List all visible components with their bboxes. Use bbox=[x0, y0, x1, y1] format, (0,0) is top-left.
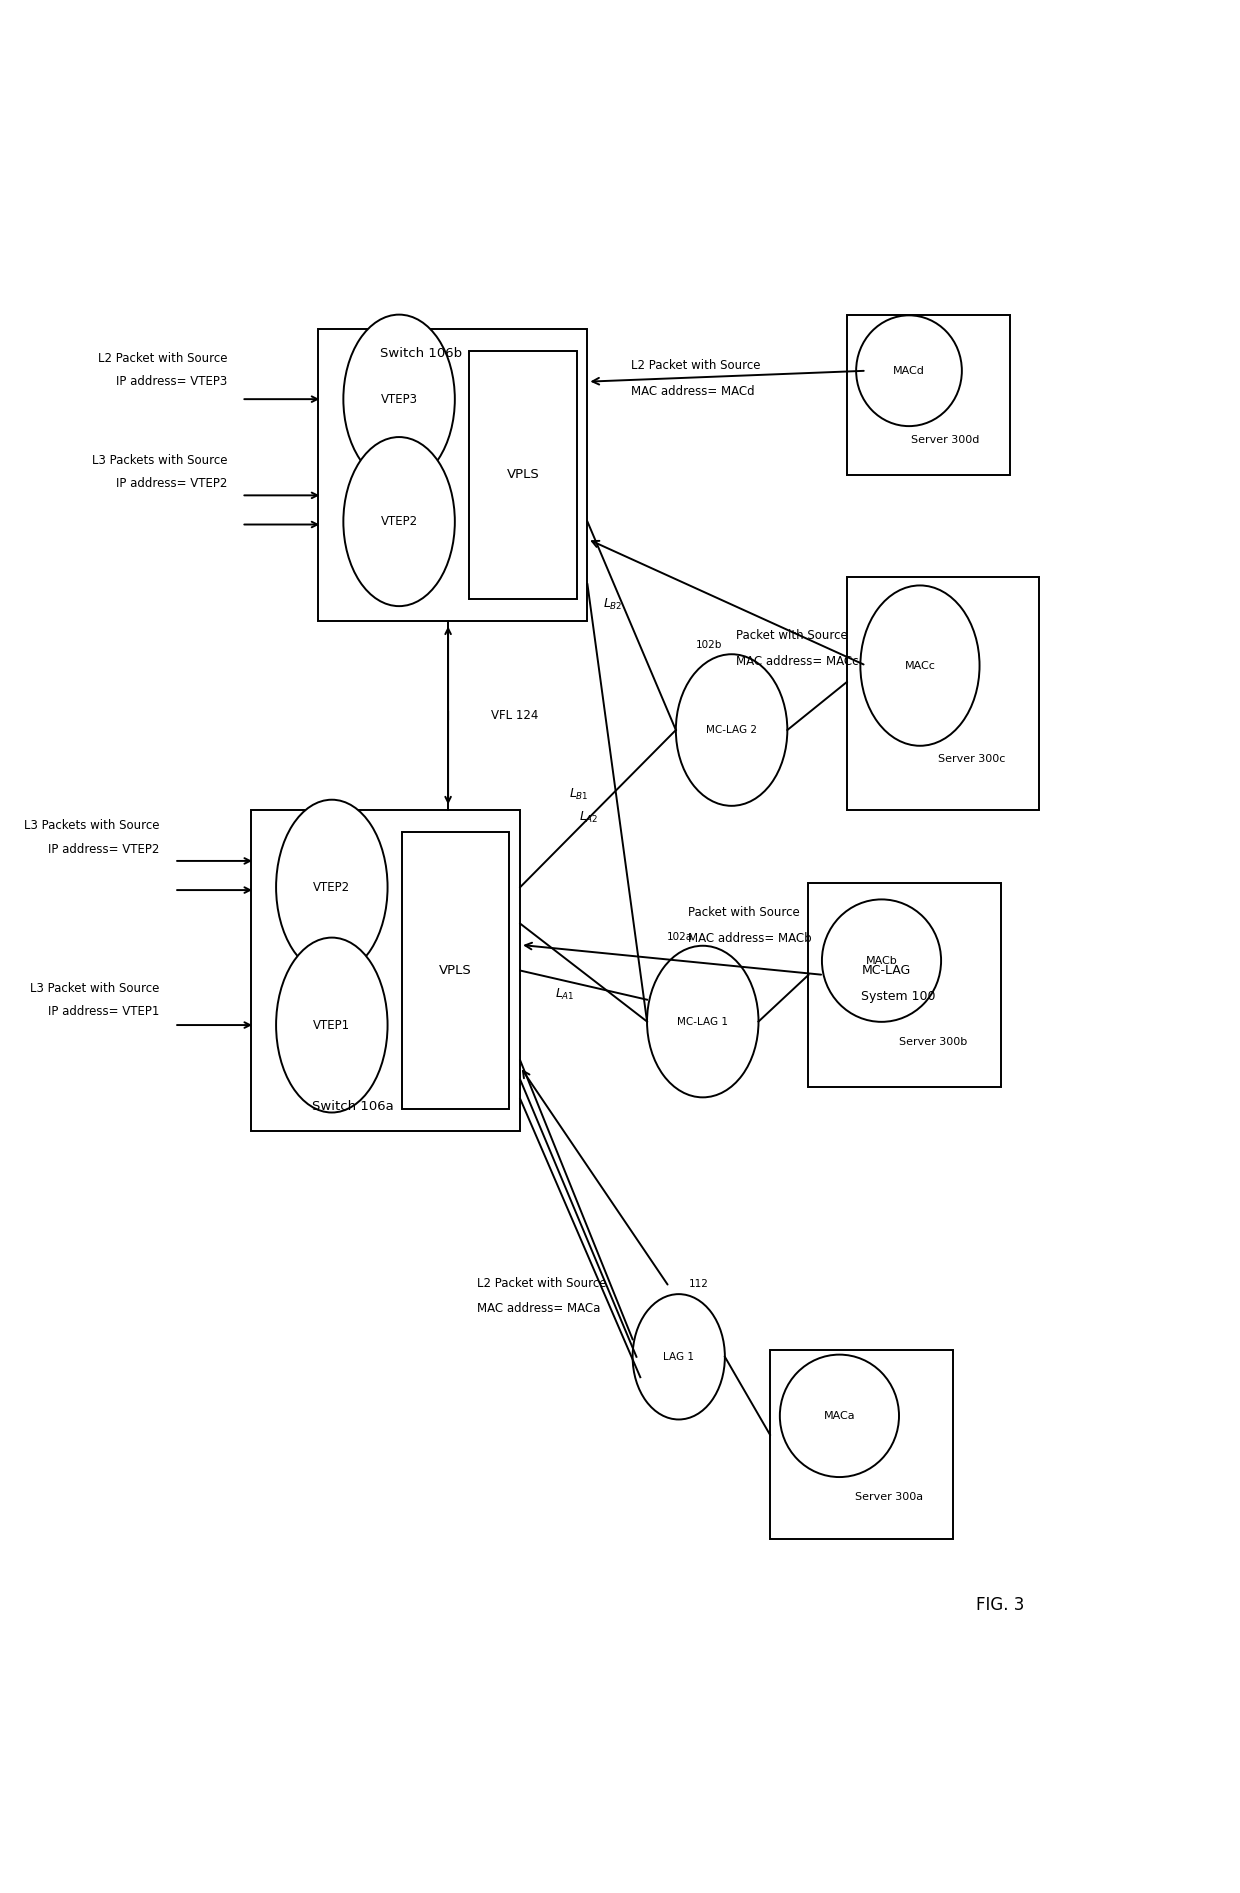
Ellipse shape bbox=[861, 585, 980, 746]
Text: VPLS: VPLS bbox=[506, 468, 539, 481]
Ellipse shape bbox=[343, 314, 455, 485]
Text: IP address= VTEP2: IP address= VTEP2 bbox=[48, 842, 160, 856]
Text: L3 Packets with Source: L3 Packets with Source bbox=[25, 820, 160, 833]
Text: Packet with Source: Packet with Source bbox=[688, 905, 800, 918]
Text: $L_{A2}$: $L_{A2}$ bbox=[579, 810, 598, 825]
Ellipse shape bbox=[856, 316, 962, 426]
Ellipse shape bbox=[277, 937, 388, 1113]
Text: IP address= VTEP2: IP address= VTEP2 bbox=[115, 477, 227, 490]
Text: VTEP1: VTEP1 bbox=[314, 1018, 351, 1032]
Text: Server 300a: Server 300a bbox=[854, 1492, 923, 1503]
Ellipse shape bbox=[632, 1295, 725, 1420]
Text: MAC address= MACc: MAC address= MACc bbox=[737, 655, 859, 668]
Text: $L_{A1}$: $L_{A1}$ bbox=[554, 986, 574, 1001]
Text: Switch 106b: Switch 106b bbox=[379, 346, 461, 360]
Ellipse shape bbox=[647, 946, 759, 1098]
Ellipse shape bbox=[780, 1355, 899, 1477]
Text: 112: 112 bbox=[688, 1280, 708, 1289]
Text: 102a: 102a bbox=[667, 931, 693, 943]
Text: Packet with Source: Packet with Source bbox=[737, 628, 848, 642]
Text: MC-LAG 2: MC-LAG 2 bbox=[706, 725, 758, 734]
Text: MACb: MACb bbox=[866, 956, 898, 965]
Text: VTEP2: VTEP2 bbox=[381, 515, 418, 528]
Text: VFL 124: VFL 124 bbox=[491, 710, 538, 721]
Text: Switch 106a: Switch 106a bbox=[312, 1100, 394, 1113]
Text: MC-LAG: MC-LAG bbox=[862, 964, 910, 977]
Text: MACd: MACd bbox=[893, 365, 925, 375]
Text: LAG 1: LAG 1 bbox=[663, 1352, 694, 1361]
Bar bbox=[770, 1350, 952, 1539]
Text: VTEP2: VTEP2 bbox=[314, 880, 351, 893]
Text: L2 Packet with Source: L2 Packet with Source bbox=[631, 360, 760, 373]
Ellipse shape bbox=[822, 899, 941, 1022]
Text: MACa: MACa bbox=[823, 1410, 856, 1422]
Bar bbox=[402, 833, 510, 1109]
Text: Server 300b: Server 300b bbox=[899, 1037, 967, 1047]
Bar bbox=[808, 882, 1001, 1087]
Text: MAC address= MACa: MAC address= MACa bbox=[477, 1302, 600, 1316]
Bar bbox=[847, 314, 1011, 475]
Text: L3 Packets with Source: L3 Packets with Source bbox=[92, 454, 227, 468]
Text: VTEP3: VTEP3 bbox=[381, 392, 418, 405]
Text: 102b: 102b bbox=[696, 640, 722, 651]
Text: $L_{B1}$: $L_{B1}$ bbox=[569, 786, 589, 801]
Text: MACc: MACc bbox=[904, 661, 935, 670]
Ellipse shape bbox=[343, 437, 455, 606]
Text: MAC address= MACd: MAC address= MACd bbox=[631, 386, 754, 398]
Text: FIG. 3: FIG. 3 bbox=[976, 1596, 1025, 1613]
Ellipse shape bbox=[676, 655, 787, 806]
Bar bbox=[469, 350, 577, 598]
Ellipse shape bbox=[277, 799, 388, 975]
Text: MC-LAG 1: MC-LAG 1 bbox=[677, 1017, 728, 1026]
Text: MAC address= MACb: MAC address= MACb bbox=[688, 931, 812, 945]
Bar bbox=[847, 577, 1039, 810]
Text: IP address= VTEP3: IP address= VTEP3 bbox=[115, 375, 227, 388]
Text: Server 300c: Server 300c bbox=[939, 753, 1006, 765]
Text: System 100: System 100 bbox=[862, 990, 936, 1003]
Text: VPLS: VPLS bbox=[439, 964, 472, 977]
Text: L2 Packet with Source: L2 Packet with Source bbox=[477, 1278, 606, 1291]
Text: $L_{B2}$: $L_{B2}$ bbox=[603, 596, 622, 611]
Bar bbox=[250, 810, 521, 1130]
Text: Server 300d: Server 300d bbox=[910, 435, 980, 445]
Text: IP address= VTEP1: IP address= VTEP1 bbox=[48, 1005, 160, 1018]
Text: L3 Packet with Source: L3 Packet with Source bbox=[31, 982, 160, 996]
Text: L2 Packet with Source: L2 Packet with Source bbox=[98, 352, 227, 365]
Bar bbox=[319, 329, 588, 621]
